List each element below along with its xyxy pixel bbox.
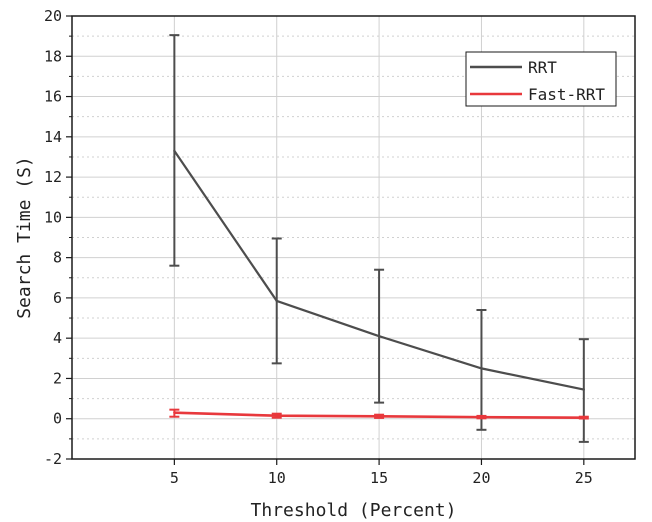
data-point [173,411,176,414]
y-tick-label: 6 [53,289,62,307]
data-point [377,415,381,418]
y-axis: -2 0 2 4 6 8 10 12 14 16 18 20 [44,7,72,468]
data-point [480,415,483,419]
data-point [480,367,483,370]
x-tick-label: 25 [575,469,593,487]
data-point [377,334,381,338]
data-point [582,388,586,391]
y-tick-label: 2 [53,369,62,387]
y-tick-label: 18 [44,47,62,65]
data-point [582,416,586,419]
x-tick-label: 20 [472,469,490,487]
series-rrt [169,34,589,443]
data-point [275,414,278,417]
series-layer [169,34,589,443]
y-tick-label: 4 [53,329,62,347]
y-tick-label: 12 [44,168,62,186]
data-point [275,299,278,303]
y-tick-label: 10 [44,208,62,226]
legend: RRT Fast-RRT [465,51,617,107]
legend-label: Fast-RRT [528,85,605,104]
y-axis-title: Search Time (S) [14,156,35,319]
y-tick-label: 8 [53,249,62,267]
x-axis-title: Threshold (Percent) [251,500,457,521]
x-axis: 5 10 15 20 25 [170,459,593,487]
data-point [173,149,176,153]
x-tick-label: 15 [370,469,388,487]
legend-label: RRT [528,58,557,77]
x-tick-label: 10 [268,469,286,487]
y-tick-label: 16 [44,88,62,106]
y-tick-label: -2 [44,450,62,468]
y-tick-label: 20 [44,7,62,25]
y-tick-label: 0 [53,410,62,428]
x-tick-label: 5 [170,469,179,487]
y-tick-label: 14 [44,128,62,146]
series-fast-rrt [169,408,589,420]
legend-box [465,51,617,107]
